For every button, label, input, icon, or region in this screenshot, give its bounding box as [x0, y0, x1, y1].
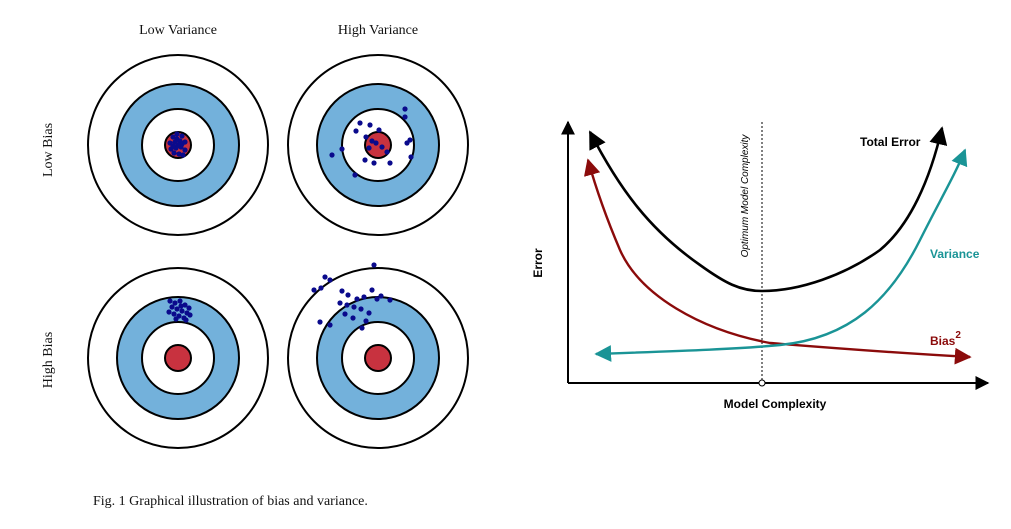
col-label-low-variance: Low Variance — [139, 23, 217, 38]
target-low-bias-low-variance — [87, 54, 269, 236]
bullseye — [164, 344, 192, 372]
row-label-low-bias: Low Bias — [41, 123, 56, 177]
dots — [166, 298, 193, 323]
total-error-label: Total Error — [860, 135, 921, 149]
y-axis-label: Error — [531, 248, 545, 278]
tradeoff-plot: Total Error Variance Bias2 Optimum Model… — [531, 120, 990, 411]
bias-label-superscript: 2 — [955, 330, 961, 341]
row-label-high-bias: High Bias — [41, 332, 56, 388]
col-label-high-variance: High Variance — [338, 23, 418, 38]
total-error-curve — [588, 126, 948, 293]
optimum-label: Optimum Model Complexity — [740, 134, 751, 258]
target-high-bias-high-variance — [287, 262, 469, 449]
bias-curve — [583, 158, 972, 365]
variance-label: Variance — [930, 247, 980, 261]
x-axis-label: Model Complexity — [724, 397, 827, 411]
target-high-bias-low-variance — [87, 267, 269, 449]
optimum-marker — [758, 379, 766, 387]
dots — [329, 106, 414, 178]
variance-curve — [594, 148, 968, 362]
bias-label: Bias2 — [930, 330, 961, 348]
dots — [311, 262, 393, 331]
target-low-bias-high-variance — [287, 54, 469, 236]
dots — [167, 131, 188, 158]
figure-caption: Fig. 1 Graphical illustration of bias an… — [93, 494, 368, 509]
bullseye — [364, 344, 392, 372]
bias-label-text: Bias — [930, 334, 956, 348]
